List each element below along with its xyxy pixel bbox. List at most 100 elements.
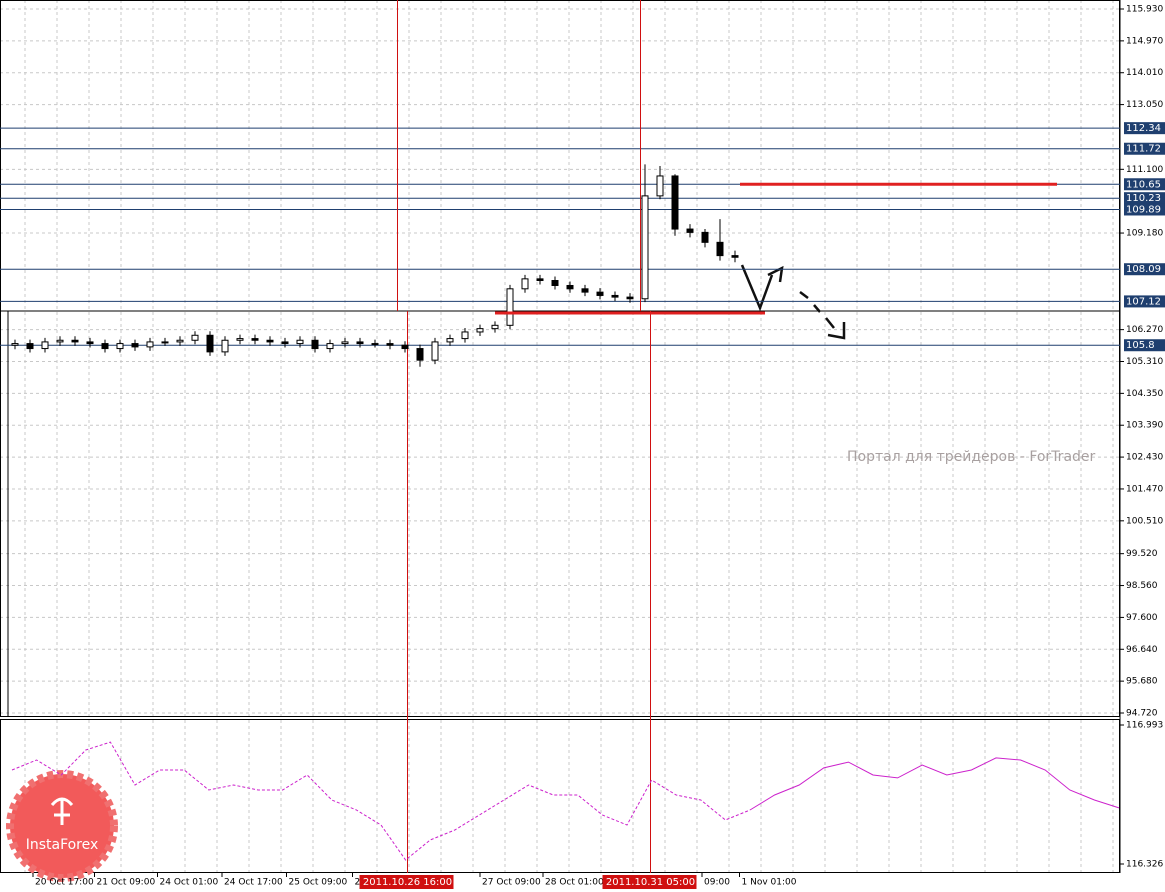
candle-body	[656, 175, 664, 197]
candle-body	[461, 331, 469, 340]
x-tick-label: 28 Oct 01:00	[545, 878, 604, 888]
candle-body	[221, 339, 229, 353]
candle-body	[446, 338, 454, 343]
candle-body	[236, 338, 244, 341]
time-marker-box	[359, 875, 454, 889]
indicator-y-tick-label: 116.993	[1126, 721, 1163, 731]
candle-body	[491, 324, 499, 330]
candle-body	[476, 328, 484, 333]
candle-body	[686, 228, 694, 233]
candle-body	[71, 339, 79, 343]
time-marker-label: 2011.10.31 05:00	[606, 877, 695, 888]
level-label-box	[1124, 142, 1165, 155]
time-marker-label: 2011.10.26 16:00	[363, 877, 452, 888]
x-tick-label: 27 Oct 09:00	[482, 878, 541, 888]
y-tick-label: 97.600	[1126, 613, 1158, 623]
logo-text: InstaForex	[26, 837, 99, 853]
candle-body	[191, 334, 199, 341]
y-tick-label: 100.510	[1126, 516, 1163, 526]
level-label: 110.23	[1126, 193, 1161, 204]
candle-body	[521, 278, 529, 290]
hand-drawn-arrows	[740, 264, 846, 340]
dashed-arrow	[799, 291, 846, 340]
level-label-box	[1124, 178, 1165, 191]
x-tick-label: 21 Oct 09:00	[97, 878, 156, 888]
y-tick-label: 96.640	[1126, 645, 1158, 655]
logo: InstaForex	[6, 770, 118, 882]
candle-body	[611, 294, 619, 298]
level-label-box	[1124, 122, 1165, 135]
x-tick-label: 09:00	[704, 878, 730, 888]
candle-body	[671, 175, 679, 230]
candle-body	[431, 341, 439, 361]
y-tick-label: 113.050	[1126, 100, 1163, 110]
candle-body	[266, 339, 274, 343]
y-tick-label: 101.470	[1126, 484, 1163, 494]
indicator-y-tick-label: 116.326	[1126, 860, 1163, 870]
candle-body	[536, 278, 544, 282]
y-tick-label: 106.270	[1126, 325, 1163, 335]
candle-body	[56, 339, 64, 343]
candle-body	[41, 341, 49, 350]
level-label-box	[1124, 192, 1165, 205]
y-tick-label: 98.560	[1126, 581, 1158, 591]
level-label-box	[1124, 263, 1165, 276]
x-tick-label: 24 Oct 17:00	[224, 878, 283, 888]
candle-body	[296, 339, 304, 345]
candle-body	[116, 343, 124, 350]
candle-body	[311, 339, 319, 350]
arrow	[740, 264, 774, 312]
candle-body	[626, 296, 634, 300]
candle-body	[731, 255, 739, 258]
x-tick-label: 1 Nov 01:00	[742, 878, 797, 888]
candle-body	[401, 344, 409, 350]
level-label: 109.89	[1126, 204, 1161, 215]
candle-body	[371, 343, 379, 346]
x-tick-label: 20 Oct 17:00	[35, 878, 94, 888]
x-tick-label: 25 Oct 09:00	[289, 878, 348, 888]
grid	[0, 0, 1120, 872]
level-label: 112.34	[1126, 123, 1161, 134]
y-tick-label: 115.930	[1126, 5, 1163, 15]
candle-body	[551, 280, 559, 286]
candle-body	[131, 343, 139, 348]
level-label: 111.72	[1126, 144, 1161, 155]
candle-body	[386, 343, 394, 346]
candle-body	[86, 341, 94, 345]
candle-body	[206, 334, 214, 353]
indicator-line	[749, 757, 1120, 811]
candle-body	[26, 343, 34, 350]
candle-body	[716, 241, 724, 257]
level-label-box	[1124, 339, 1165, 352]
candle-body	[281, 341, 289, 345]
y-tick-label: 102.430	[1126, 453, 1163, 463]
candle-body	[176, 339, 184, 343]
candle-body	[251, 338, 259, 341]
y-tick-label: 94.720	[1126, 709, 1158, 719]
candle-body	[416, 348, 424, 361]
y-tick-label: 109.180	[1126, 229, 1163, 239]
arrow-head	[767, 265, 784, 283]
level-label-box	[1124, 295, 1165, 308]
y-tick-label: 99.520	[1126, 549, 1158, 559]
y-tick-label: 95.680	[1126, 677, 1158, 687]
time-marker-box	[602, 875, 697, 889]
y-tick-label: 111.100	[1126, 165, 1163, 175]
candle-body	[161, 341, 169, 344]
candle-body	[101, 343, 109, 350]
y-tick-label: 114.010	[1126, 68, 1163, 78]
logo-badge	[6, 770, 118, 882]
y-tick-label: 103.390	[1126, 421, 1163, 431]
candle-body	[341, 341, 349, 345]
x-tick-label: 24 Oct 01:00	[160, 878, 219, 888]
level-label: 107.12	[1126, 296, 1161, 307]
y-tick-label: 104.350	[1126, 389, 1163, 399]
candle-body	[641, 195, 649, 300]
candle-body	[11, 343, 19, 346]
candle-body	[581, 288, 589, 293]
logo-icon	[50, 797, 74, 825]
candle-body	[506, 288, 514, 326]
y-tick-label: 105.310	[1126, 357, 1163, 367]
